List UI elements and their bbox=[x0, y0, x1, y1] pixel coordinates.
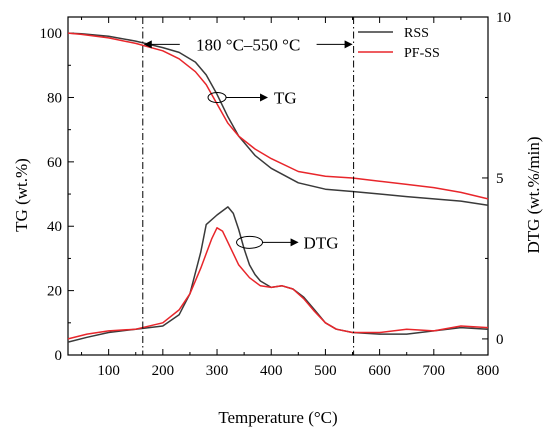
y-right-tick-label: 10 bbox=[496, 10, 511, 26]
y-left-tick-label: 80 bbox=[47, 90, 62, 106]
y-left-tick-label: 40 bbox=[47, 219, 62, 235]
x-tick-label: 800 bbox=[477, 363, 500, 379]
annotations: 180 °C–550 °C TG DTG bbox=[142, 17, 355, 355]
legend-label-rss: RSS bbox=[404, 26, 429, 41]
legend: RSS PF-SS bbox=[358, 26, 440, 61]
y-right-tick-label: 5 bbox=[496, 171, 504, 187]
x-tick-label: 400 bbox=[260, 363, 283, 379]
y-left-tick-label: 60 bbox=[47, 155, 62, 171]
x-tick-label: 500 bbox=[314, 363, 337, 379]
tg-callout-label: TG bbox=[274, 88, 297, 107]
y-axis-right-title: DTG (wt.%/min) bbox=[524, 136, 543, 253]
y-left-tick-label: 20 bbox=[47, 284, 62, 300]
y-right-tick-label: 0 bbox=[496, 332, 504, 348]
series-rss-dtg-line bbox=[67, 206, 489, 343]
x-tick-label: 700 bbox=[423, 363, 446, 379]
series-lines bbox=[67, 32, 489, 343]
plot-frame bbox=[67, 16, 489, 356]
dtg-callout-label: DTG bbox=[304, 233, 339, 252]
y-left-tick-label: 0 bbox=[55, 348, 63, 364]
series-pfss-dtg-line bbox=[67, 227, 489, 340]
x-tick-label: 200 bbox=[152, 363, 175, 379]
legend-label-pfss: PF-SS bbox=[404, 46, 440, 61]
y-axis-left-title: TG (wt.%) bbox=[12, 158, 31, 232]
x-tick-label: 300 bbox=[206, 363, 229, 379]
range-annotation-label: 180 °C–550 °C bbox=[196, 35, 300, 54]
dtg-callout-ellipse bbox=[236, 235, 264, 249]
x-tick-label: 600 bbox=[368, 363, 391, 379]
x-axis-title: Temperature (°C) bbox=[218, 408, 337, 427]
y-left-tick-label: 100 bbox=[40, 26, 63, 42]
plot-area-border bbox=[67, 16, 489, 356]
x-tick-label: 100 bbox=[97, 363, 120, 379]
axis-tick-labels: 100 200 300 400 500 600 700 800 0 20 40 60 80 100 0 5 10 bbox=[40, 10, 512, 379]
